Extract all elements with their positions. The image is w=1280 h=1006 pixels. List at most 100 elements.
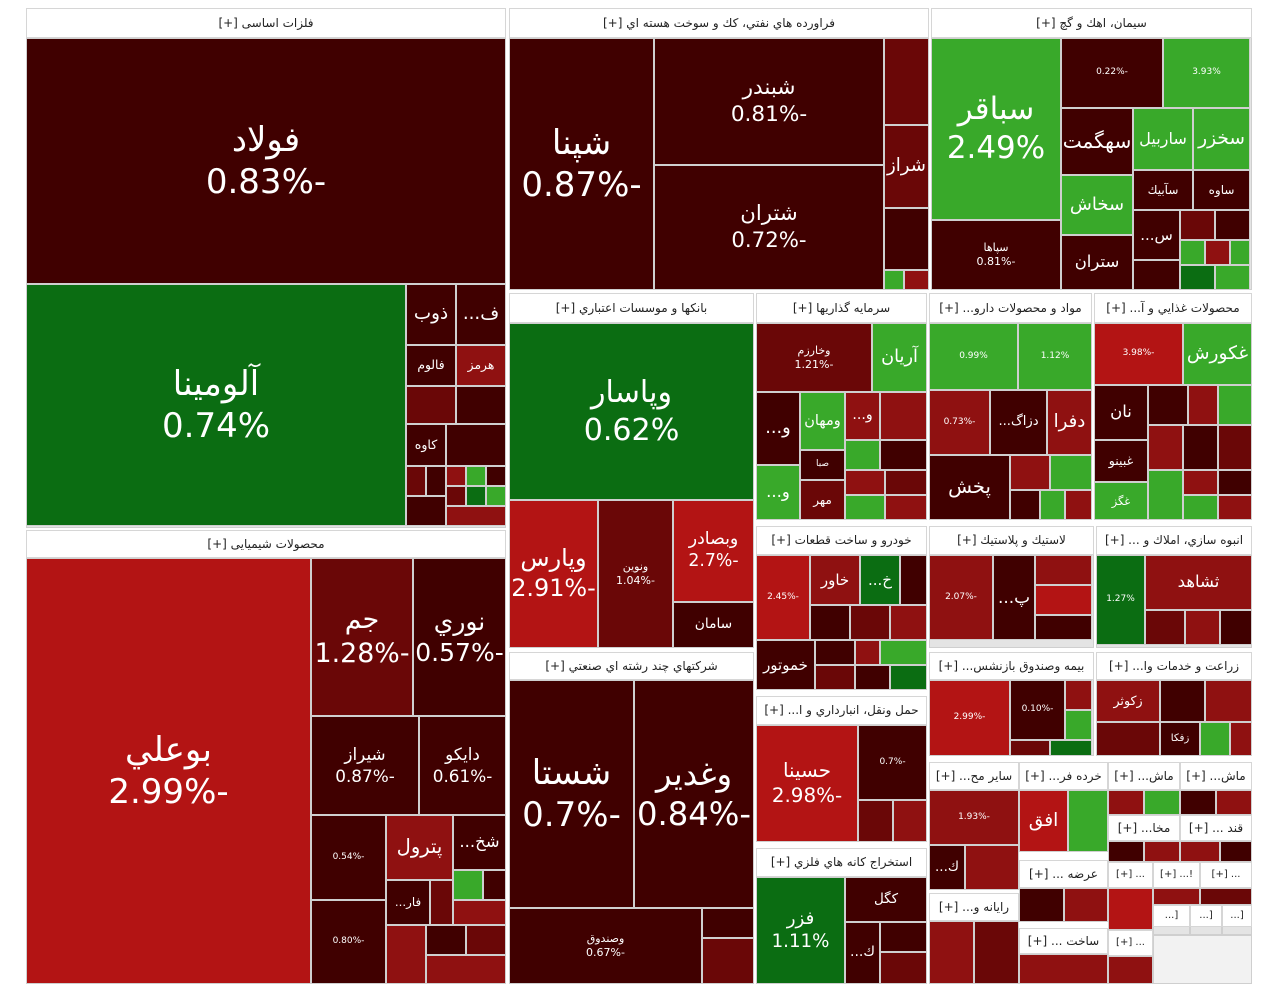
sector-header[interactable]: قند ... [+] [1180, 815, 1252, 841]
stock-tile: و... [845, 392, 880, 440]
stock-tile: فزر 1.11% [756, 877, 845, 984]
stock-tile: وغدير -0.84% [634, 680, 754, 908]
stock-change: -0.61% [432, 765, 493, 786]
sector-header[interactable]: سرمايه گذاريها [+] [756, 293, 927, 323]
sector-header[interactable]: [... [1190, 905, 1222, 927]
stock-tile: ف... [456, 284, 506, 345]
stock-change: -2.91% [511, 574, 596, 602]
filler-tile [1108, 790, 1144, 815]
sector-header[interactable]: مخا... [+] [1108, 815, 1180, 841]
sector-header[interactable]: مواد و محصولات دارو... [+] [929, 293, 1092, 323]
sector-header[interactable]: فراورده هاي نفتي، كك و سوخت هسته اي [+] [509, 8, 929, 38]
filler-tile [845, 470, 885, 495]
sector-header[interactable]: ... [+] [1200, 862, 1252, 888]
stock-name: سپاها [983, 241, 1009, 255]
filler-tile [845, 440, 880, 470]
filler-tile [1144, 790, 1180, 815]
stock-name: سباقر [957, 91, 1035, 128]
filler-tile [1035, 585, 1092, 615]
sector-header[interactable]: فلزات اساسی [+] [26, 8, 506, 38]
stock-change: -0.7% [522, 795, 621, 835]
stock-name: افق [1028, 810, 1059, 832]
filler-tile [1200, 722, 1230, 756]
stock-name: صبا [815, 459, 830, 470]
stock-change: -2.99% [953, 712, 986, 723]
sector-header[interactable]: محصولات شیمیایی [+] [26, 530, 506, 558]
stock-tile: خاور [810, 555, 860, 605]
stock-change: -0.87% [521, 165, 642, 205]
stock-change: -1.04% [616, 574, 655, 587]
filler-tile [880, 922, 927, 952]
sector-header[interactable]: !... [+] [1153, 862, 1200, 888]
stock-name: شبندر [742, 74, 796, 100]
filler-tile [1133, 260, 1180, 290]
stock-tile: شپنا -0.87% [509, 38, 654, 290]
sector-header[interactable]: بيمه وصندوق بازنشس... [+] [929, 652, 1094, 680]
sector-header[interactable]: ماش... [+] [1108, 762, 1180, 790]
stock-name: مهر [813, 492, 832, 507]
stock-name: غگز [1111, 493, 1131, 508]
filler-tile [1035, 555, 1092, 585]
filler-tile [1215, 265, 1250, 290]
sector-header[interactable]: ساير مح... [+] [929, 762, 1019, 790]
filler-tile [446, 506, 506, 526]
stock-change: -0.81% [976, 255, 1016, 268]
stock-name: شتران [740, 200, 798, 226]
filler-tile [1183, 470, 1218, 495]
sector-header[interactable]: محصولات غذايي و آ... [+] [1094, 293, 1252, 323]
stock-name: سآبيك [1147, 182, 1179, 197]
sector-header[interactable]: رايانه و... [+] [929, 893, 1019, 921]
sector-header[interactable]: خرده فر... [+] [1019, 762, 1108, 790]
sector-header[interactable]: حمل ونقل، انبارداري و ا... [+] [756, 696, 927, 725]
sector-header[interactable]: [... [1222, 905, 1252, 927]
sector-header[interactable]: استخراج كانه هاي فلزي [+] [756, 848, 927, 877]
stock-change: -0.80% [332, 936, 365, 947]
sector-header[interactable]: زراعت و خدمات وا... [+] [1096, 652, 1252, 680]
stock-name: نوري [433, 606, 486, 636]
stock-tile: ساربيل [1133, 108, 1193, 170]
stock-name: ساربيل [1139, 128, 1187, 148]
filler-tile [453, 900, 506, 925]
sector-header[interactable]: ساخت ... [+] [1019, 928, 1108, 954]
stock-name: آلومينا [172, 363, 260, 404]
stock-tile: -0.7% [858, 725, 927, 800]
sector-header[interactable]: سيمان، اهك و گچ [+] [931, 8, 1252, 38]
sector-header[interactable]: انبوه سازي، املاك و ... [+] [1096, 526, 1252, 555]
stock-name: جم [344, 604, 380, 636]
stock-name: شپنا [551, 122, 612, 163]
stock-tile: -2.45% [756, 555, 810, 640]
stock-name: وپارس [520, 544, 587, 573]
sector-header[interactable]: عرضه ... [+] [1019, 860, 1108, 888]
stock-name: كگل [873, 891, 899, 908]
stock-name: ستران [1074, 252, 1120, 272]
sector-header[interactable]: ... [+] [1108, 862, 1153, 888]
stock-tile: غگز [1094, 482, 1148, 520]
filler-tile [1040, 490, 1065, 520]
sector-header[interactable]: [... [1153, 905, 1190, 927]
stock-tile: كاوه [406, 424, 446, 466]
stock-change: -2.7% [688, 551, 739, 571]
stock-name: شخ... [459, 832, 500, 852]
sector-header[interactable]: لاستيك و پلاستيك [+] [929, 526, 1094, 555]
sector-header[interactable]: شركتهاي چند رشته اي صنعتي [+] [509, 652, 754, 680]
stock-name: دفرا [1053, 411, 1086, 433]
stock-name: زكوثر [1113, 693, 1143, 709]
stock-tile: دفرا [1047, 390, 1092, 455]
stock-change: -2.07% [945, 591, 977, 602]
filler-tile [426, 925, 466, 955]
stock-name: و... [766, 482, 790, 502]
stock-tile: فالوم [406, 345, 456, 386]
filler-tile [1180, 265, 1215, 290]
stock-tile: شخ... [453, 815, 506, 870]
sector-header[interactable]: بانكها و موسسات اعتباري [+] [509, 293, 754, 323]
sector-header[interactable]: ... [+] [1108, 930, 1153, 956]
stock-name: وخارزم [797, 343, 831, 357]
sector-header[interactable]: ماش... [+] [1180, 762, 1252, 790]
sector-header[interactable]: خودرو و ساخت قطعات [+] [756, 526, 927, 555]
filler-tile [1205, 240, 1230, 265]
stock-tile: شراز [884, 125, 929, 208]
filler-tile [1010, 740, 1050, 756]
filler-tile [1108, 888, 1153, 930]
filler-tile [884, 208, 929, 270]
filler-tile [1019, 954, 1108, 984]
